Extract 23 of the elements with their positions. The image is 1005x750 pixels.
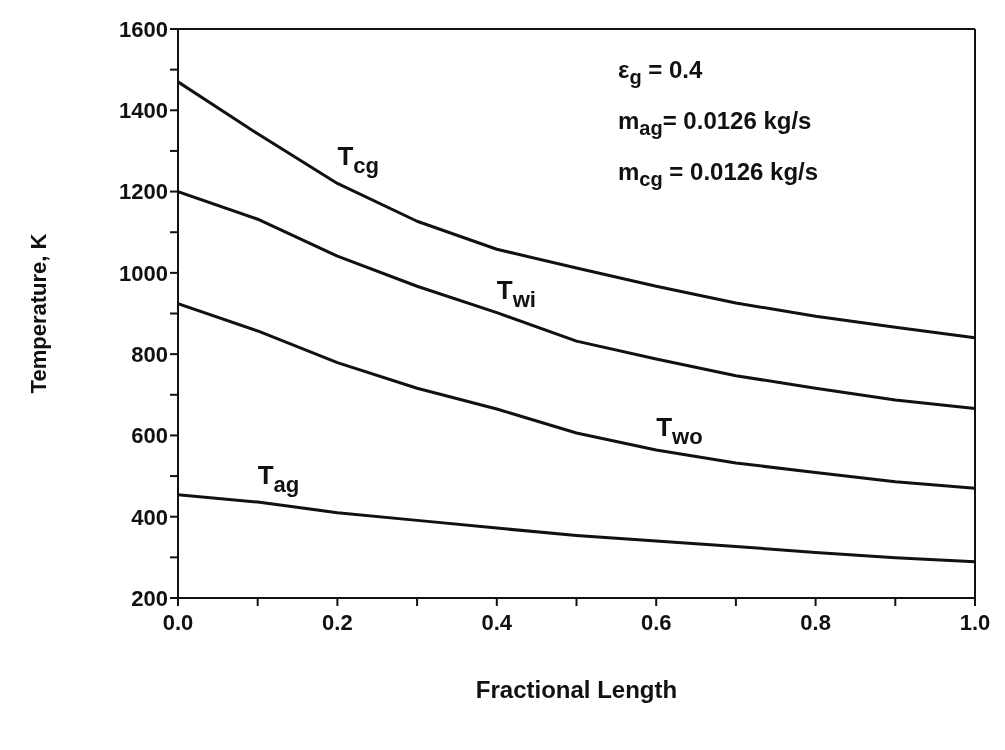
series-label: T$_{wi}$ xyxy=(496,274,537,312)
x-axis-title: Fractional Length xyxy=(475,676,678,703)
annotation: m$_{cg}$ = 0.0126 kg/s xyxy=(618,156,819,192)
y-axis-title: Temperature, K xyxy=(25,233,51,394)
y-tick-label: 200 xyxy=(131,585,168,611)
x-tick-label: 0.0 xyxy=(162,609,194,635)
series-label: T$_{wo}$ xyxy=(656,412,703,449)
x-tick-label: 0.4 xyxy=(481,609,513,635)
y-tick-label: 800 xyxy=(131,341,168,367)
y-tick-label: 600 xyxy=(131,423,168,449)
x-tick-label: 1.0 xyxy=(959,609,991,635)
series-label: T$_{cg}$ xyxy=(337,141,380,179)
annotation: m$_{ag}$= 0.0126 kg/s xyxy=(618,105,813,141)
annotation: ε$_{g}$ = 0.4 xyxy=(618,55,704,90)
series-label: T$_{ag}$ xyxy=(257,460,300,497)
y-tick-label: 1600 xyxy=(119,16,168,42)
y-tick-label: 1200 xyxy=(119,179,168,205)
y-tick-label: 1000 xyxy=(119,260,168,286)
y-tick-label: 1400 xyxy=(119,98,168,124)
x-tick-label: 0.8 xyxy=(800,609,831,635)
y-tick-label: 400 xyxy=(131,504,168,530)
x-tick-label: 0.6 xyxy=(640,609,672,635)
x-tick-label: 0.2 xyxy=(322,609,353,635)
